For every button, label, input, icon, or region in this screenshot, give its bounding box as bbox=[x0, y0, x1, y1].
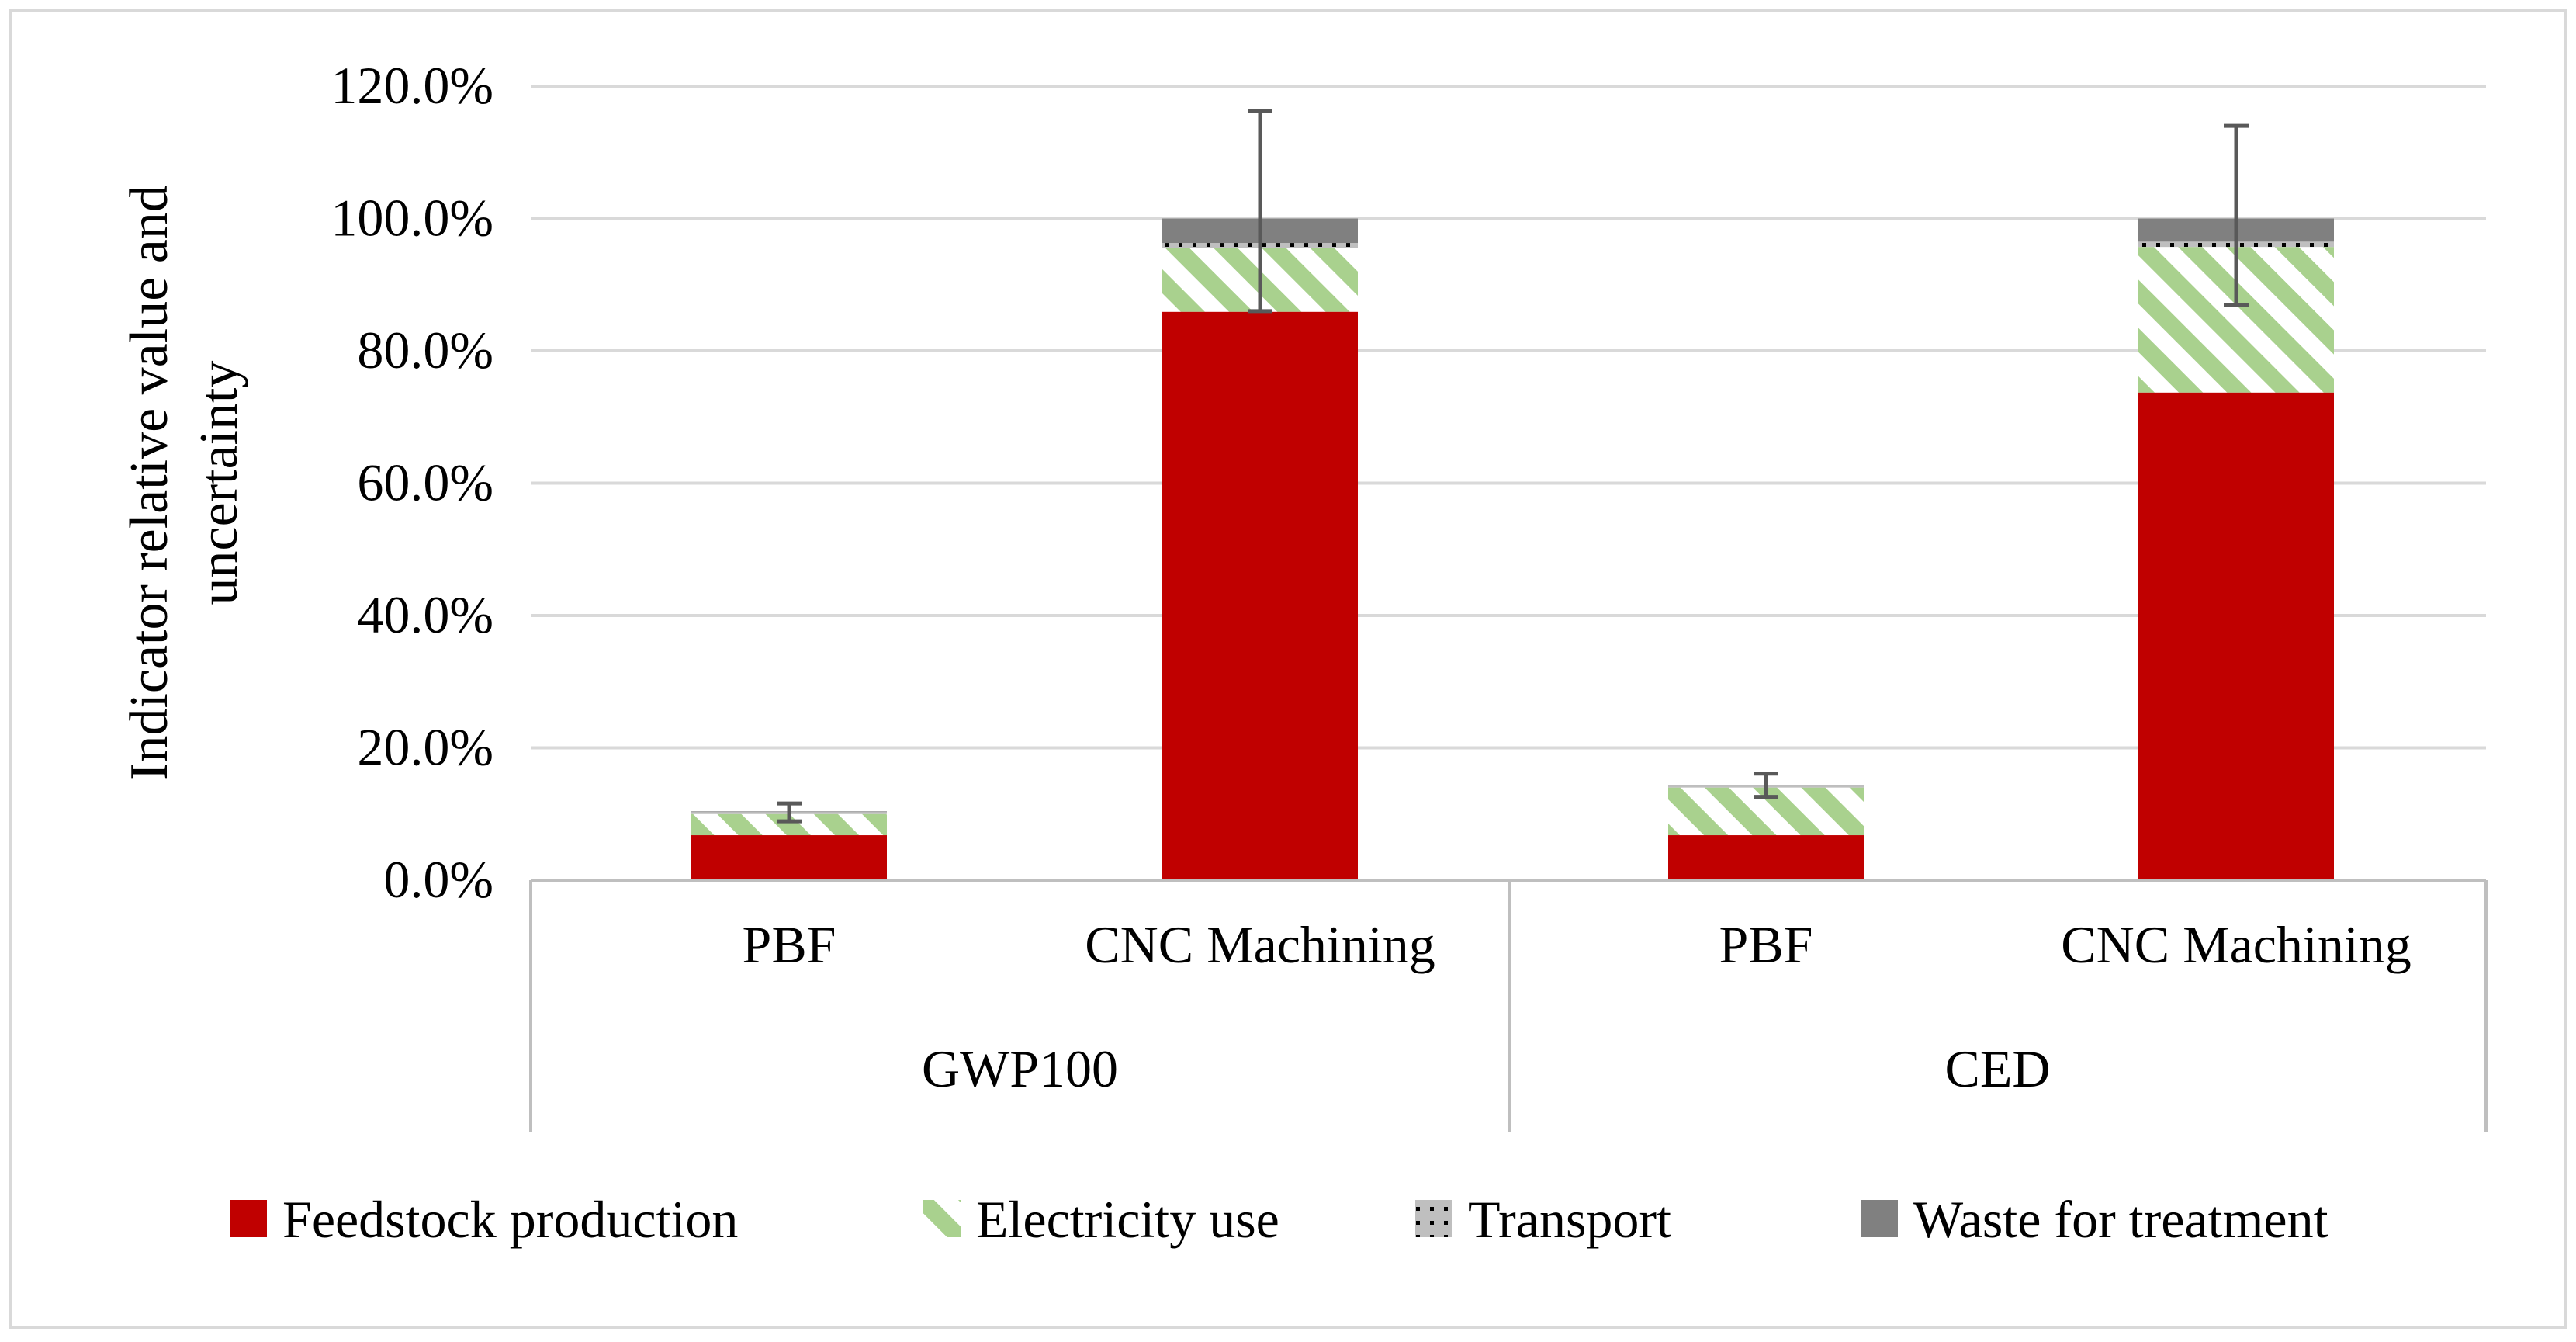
category-label: CNC Machining bbox=[1085, 915, 1435, 974]
legend-label: Electricity use bbox=[976, 1190, 1279, 1249]
y-tick-label: 100.0% bbox=[331, 189, 493, 248]
legend-swatch bbox=[1415, 1200, 1452, 1237]
y-tick-label: 40.0% bbox=[357, 585, 493, 644]
legend-swatch bbox=[230, 1200, 267, 1237]
bar-segment-feedstock-production bbox=[1162, 311, 1358, 880]
bar-segment-feedstock-production bbox=[1668, 835, 1864, 880]
bar-segment-feedstock-production bbox=[691, 835, 887, 880]
x-axis: PBF CNC Machining PBF CNC Machining GWP100 CE… bbox=[529, 879, 2488, 1132]
category-label: PBF bbox=[743, 915, 836, 974]
legend-swatch bbox=[1861, 1200, 1898, 1237]
error-bars bbox=[777, 109, 2249, 824]
y-axis-ticks: 0.0% 20.0% 40.0% 60.0% 80.0% 100.0% 120.0% bbox=[331, 56, 493, 909]
y-tick-label: 60.0% bbox=[357, 453, 493, 512]
group-label: GWP100 bbox=[922, 1039, 1118, 1098]
y-tick-label: 0.0% bbox=[383, 850, 493, 909]
y-axis-label-line: Indicator relative value and bbox=[119, 185, 179, 781]
legend: Feedstock production Electricity use Trans… bbox=[230, 1190, 2328, 1249]
legend-swatch bbox=[923, 1200, 961, 1237]
legend-label: Feedstock production bbox=[282, 1190, 738, 1249]
group-label: CED bbox=[1945, 1039, 2051, 1098]
category-label: CNC Machining bbox=[2061, 915, 2411, 974]
bar-segment-feedstock-production bbox=[2138, 392, 2334, 880]
y-axis-label-line: uncertainty bbox=[189, 361, 249, 605]
legend-label: Transport bbox=[1468, 1190, 1671, 1249]
legend-label: Waste for treatment bbox=[1913, 1190, 2328, 1249]
y-tick-label: 80.0% bbox=[357, 321, 493, 380]
category-label: PBF bbox=[1719, 915, 1813, 974]
y-tick-label: 120.0% bbox=[331, 56, 493, 115]
y-tick-label: 20.0% bbox=[357, 718, 493, 777]
y-axis-label: Indicator relative value and uncertainty bbox=[119, 185, 249, 781]
